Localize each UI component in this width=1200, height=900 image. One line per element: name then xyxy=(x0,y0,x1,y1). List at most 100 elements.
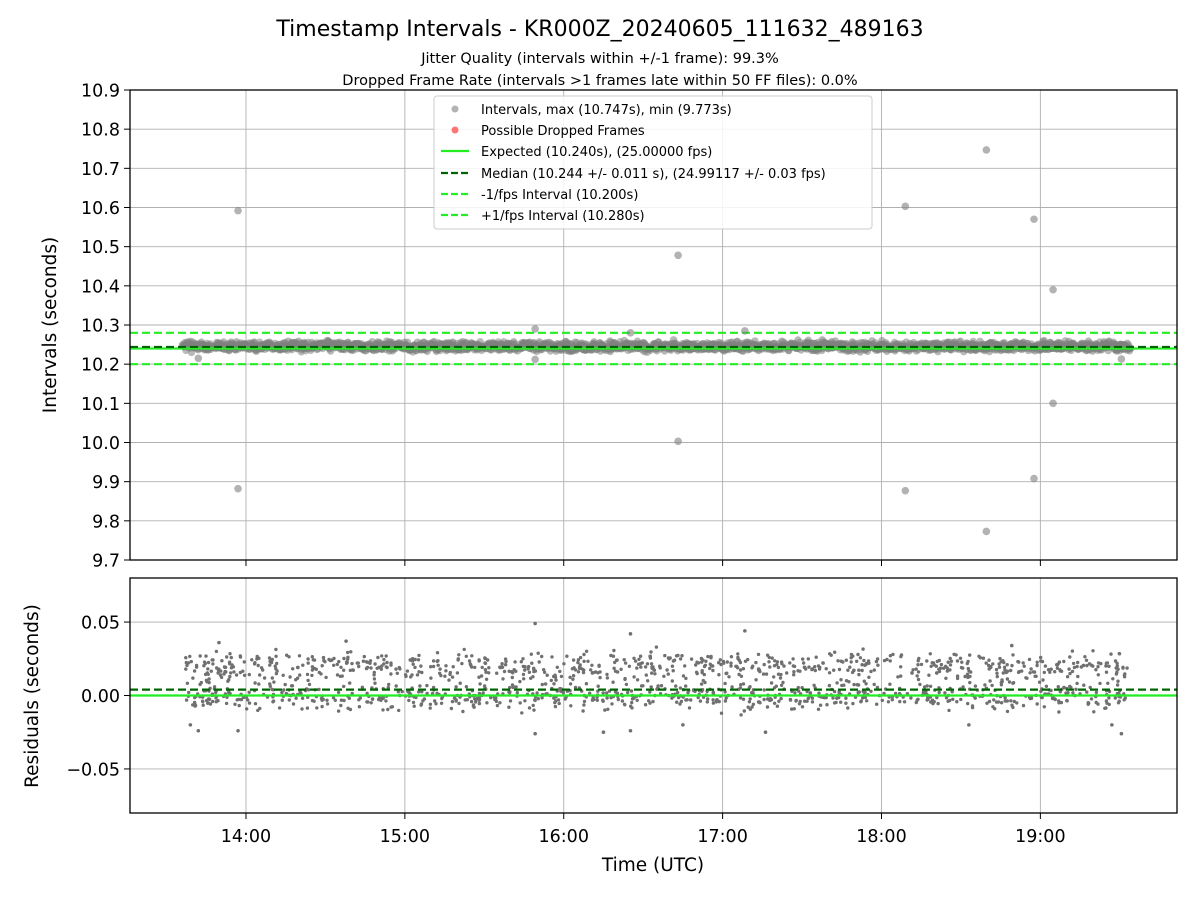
residual-point xyxy=(944,676,948,680)
residual-point xyxy=(860,663,864,667)
residual-point xyxy=(958,656,963,660)
residual-point xyxy=(836,659,840,663)
residual-point xyxy=(825,703,829,707)
legend-item-intervals: Intervals, max (10.747s), min (9.773s) xyxy=(451,103,732,118)
residuals-x-ticks: 14:00 15:00 16:00 17:00 18:00 19:00 xyxy=(221,813,1066,847)
residual-point xyxy=(1098,681,1102,686)
residual-point xyxy=(723,699,728,703)
residual-point xyxy=(1016,659,1020,664)
residual-point xyxy=(247,701,252,705)
residual-point xyxy=(386,707,390,712)
residual-point xyxy=(676,653,680,658)
residual-point xyxy=(961,685,965,689)
residual-point xyxy=(571,677,575,681)
residual-point xyxy=(919,662,924,667)
residual-point xyxy=(274,647,278,652)
residual-point xyxy=(864,682,868,686)
residual-point xyxy=(1041,678,1045,682)
residual-point xyxy=(915,674,919,678)
residual-point xyxy=(644,673,648,677)
residual-point xyxy=(793,691,797,695)
residual-point xyxy=(839,659,843,663)
residual-point xyxy=(425,683,429,688)
residual-point xyxy=(684,684,688,688)
residual-point xyxy=(711,701,716,705)
residual-point xyxy=(649,662,654,666)
residual-point xyxy=(727,675,731,679)
residual-point xyxy=(1005,663,1009,667)
residual-point xyxy=(473,665,477,670)
residual-point xyxy=(533,669,538,673)
residual-point xyxy=(687,706,692,710)
residual-point xyxy=(376,655,380,660)
residual-point xyxy=(678,686,683,690)
residual-point xyxy=(729,664,733,668)
residual-point xyxy=(229,671,233,675)
residual-point xyxy=(1039,655,1043,660)
residual-point xyxy=(257,682,261,686)
residual-point xyxy=(577,666,582,671)
residual-point xyxy=(336,690,341,695)
residual-point xyxy=(268,684,272,688)
residual-point xyxy=(194,663,199,668)
residual-point xyxy=(1021,703,1026,708)
residual-point xyxy=(866,659,871,663)
residual-point xyxy=(918,682,922,687)
residual-point xyxy=(1104,670,1109,674)
residual-point xyxy=(1003,668,1007,672)
residual-point xyxy=(1116,701,1121,705)
residual-point xyxy=(814,655,818,659)
residual-point xyxy=(523,668,527,672)
residual-point xyxy=(910,671,914,675)
chart-subtitle-1: Jitter Quality (intervals within +/-1 fr… xyxy=(420,51,779,67)
residual-point xyxy=(598,675,602,680)
residual-point xyxy=(239,697,244,702)
residual-point xyxy=(460,661,464,666)
residual-outlier-8 xyxy=(236,728,240,733)
residual-point xyxy=(792,673,796,677)
residual-point xyxy=(925,684,929,688)
intervals-panel: 9.7 9.8 9.9 10.0 10.1 10.2 10.3 10.4 10.5 10.6 10.… xyxy=(40,82,1178,572)
residual-point xyxy=(739,683,743,687)
residual-point xyxy=(366,700,370,704)
residual-point xyxy=(495,671,499,675)
residual-point xyxy=(963,674,967,679)
residual-point xyxy=(832,689,837,694)
residual-point xyxy=(315,706,319,710)
residual-point xyxy=(582,703,586,707)
residual-point xyxy=(1029,667,1033,671)
residual-point xyxy=(636,662,641,666)
residual-point xyxy=(185,681,190,685)
residual-point xyxy=(298,673,302,677)
residual-point xyxy=(514,685,518,689)
residual-point xyxy=(397,708,401,713)
residual-point xyxy=(960,660,964,664)
residual-point xyxy=(676,690,680,695)
residual-point xyxy=(852,682,856,687)
residual-point xyxy=(487,671,491,675)
residual-point xyxy=(689,657,694,661)
residual-point xyxy=(287,655,291,659)
residual-point xyxy=(306,657,310,661)
residual-point xyxy=(253,702,258,706)
residual-point xyxy=(448,670,452,675)
residual-point xyxy=(271,699,276,703)
residual-point xyxy=(777,699,781,703)
residual-point xyxy=(723,690,727,694)
residual-point xyxy=(946,699,950,703)
residual-point xyxy=(949,659,954,663)
residual-point xyxy=(1049,667,1053,671)
residual-point xyxy=(256,708,260,713)
residual-point xyxy=(532,708,536,712)
residual-point xyxy=(300,696,305,700)
residual-point xyxy=(646,679,650,683)
residual-point xyxy=(281,673,285,677)
residual-point xyxy=(772,701,777,705)
residual-point xyxy=(614,658,619,662)
residual-point xyxy=(659,684,664,688)
residual-point xyxy=(729,661,733,665)
residual-point xyxy=(262,676,267,680)
residual-point xyxy=(431,664,436,669)
residual-point xyxy=(409,675,413,679)
residual-point xyxy=(968,680,972,685)
